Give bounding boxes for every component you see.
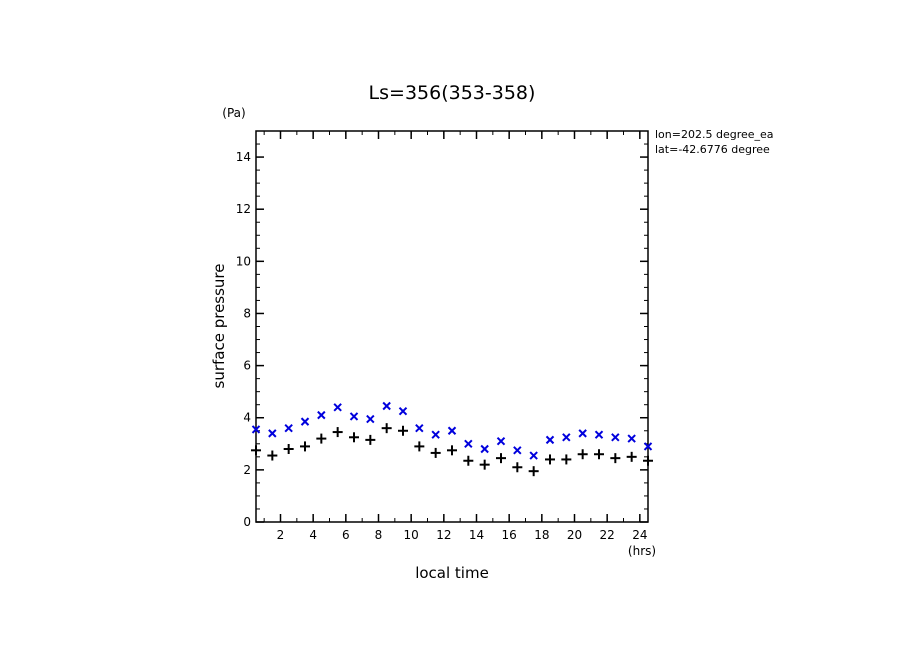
x-tick-label: 18 xyxy=(534,528,549,542)
x-marker xyxy=(366,414,375,424)
plus-marker xyxy=(594,449,604,460)
y-tick-label: 12 xyxy=(236,202,251,216)
plus-marker xyxy=(365,434,376,445)
plus-marker xyxy=(447,445,457,456)
x-tick-label: 2 xyxy=(277,528,285,542)
y-tick-label: 4 xyxy=(243,411,251,425)
y-unit-label: (Pa) xyxy=(222,106,245,120)
x-tick-label: 10 xyxy=(404,528,419,542)
x-marker xyxy=(398,407,408,416)
y-tick-label: 2 xyxy=(243,463,251,477)
plus-marker xyxy=(300,441,310,452)
y-tick-label: 8 xyxy=(243,306,251,320)
plus-marker xyxy=(463,455,474,466)
plus-marker xyxy=(349,432,359,443)
plot-frame xyxy=(255,130,649,523)
plus-marker xyxy=(283,444,294,455)
x-marker xyxy=(643,442,653,451)
x-marker xyxy=(382,401,391,411)
plus-marker xyxy=(479,459,490,470)
plus-marker xyxy=(251,445,261,456)
x-marker xyxy=(594,430,604,439)
x-marker xyxy=(251,425,261,434)
x-tick-label: 20 xyxy=(567,528,582,542)
plus-marker xyxy=(643,455,653,466)
plus-marker xyxy=(381,423,392,434)
x-marker xyxy=(480,444,489,454)
annotation-block: lon=202.5 degree_ea lat=-42.6776 degree xyxy=(655,128,774,156)
x-tick-label: 6 xyxy=(342,528,350,542)
x-unit-label: (hrs) xyxy=(628,544,656,558)
x-marker xyxy=(464,439,473,449)
x-marker xyxy=(496,436,506,446)
plus-marker xyxy=(414,441,425,452)
x-tick-label: 8 xyxy=(375,528,383,542)
x-marker xyxy=(349,412,359,421)
x-tick-label: 4 xyxy=(309,528,317,542)
y-tick-label: 10 xyxy=(236,254,251,268)
x-tick-label: 16 xyxy=(502,528,517,542)
x-marker xyxy=(317,410,326,420)
plus-marker xyxy=(626,451,637,462)
x-marker xyxy=(415,423,424,433)
y-tick-label: 0 xyxy=(243,515,251,529)
plus-marker xyxy=(496,453,506,464)
x-marker xyxy=(578,429,587,438)
x-marker xyxy=(333,403,342,412)
x-tick-label: 22 xyxy=(600,528,615,542)
x-marker xyxy=(268,429,277,438)
plus-marker xyxy=(577,449,588,460)
annotation-lat: lat=-42.6776 degree xyxy=(655,143,770,156)
x-marker xyxy=(611,433,620,442)
x-marker xyxy=(513,446,522,455)
x-tick-label: 14 xyxy=(469,528,484,542)
x-marker xyxy=(545,435,555,445)
annotation-lon: lon=202.5 degree_ea xyxy=(655,128,774,141)
x-marker xyxy=(447,426,457,435)
x-tick-label: 12 xyxy=(436,528,451,542)
x-marker xyxy=(284,423,293,433)
plus-marker xyxy=(316,433,327,444)
plus-marker xyxy=(512,462,523,473)
x-marker xyxy=(562,433,571,442)
x-axis-label: local time xyxy=(415,564,489,582)
data-markers xyxy=(251,401,653,477)
plus-marker xyxy=(267,450,278,461)
x-marker xyxy=(529,451,538,460)
x-marker xyxy=(300,417,310,426)
plus-marker xyxy=(610,453,621,464)
plus-marker xyxy=(528,466,539,477)
y-tick-label: 6 xyxy=(243,359,251,373)
plus-marker xyxy=(398,425,408,436)
plus-marker xyxy=(561,454,572,465)
chart-title: Ls=356(353-358) xyxy=(369,82,536,104)
x-marker xyxy=(627,434,636,443)
y-tick-label: 14 xyxy=(236,150,251,164)
plus-marker xyxy=(430,447,441,458)
x-tick-label: 24 xyxy=(632,528,647,542)
plus-marker xyxy=(332,427,343,438)
y-axis-label: surface pressure xyxy=(210,264,228,389)
x-marker xyxy=(431,430,440,439)
plus-marker xyxy=(545,454,555,465)
